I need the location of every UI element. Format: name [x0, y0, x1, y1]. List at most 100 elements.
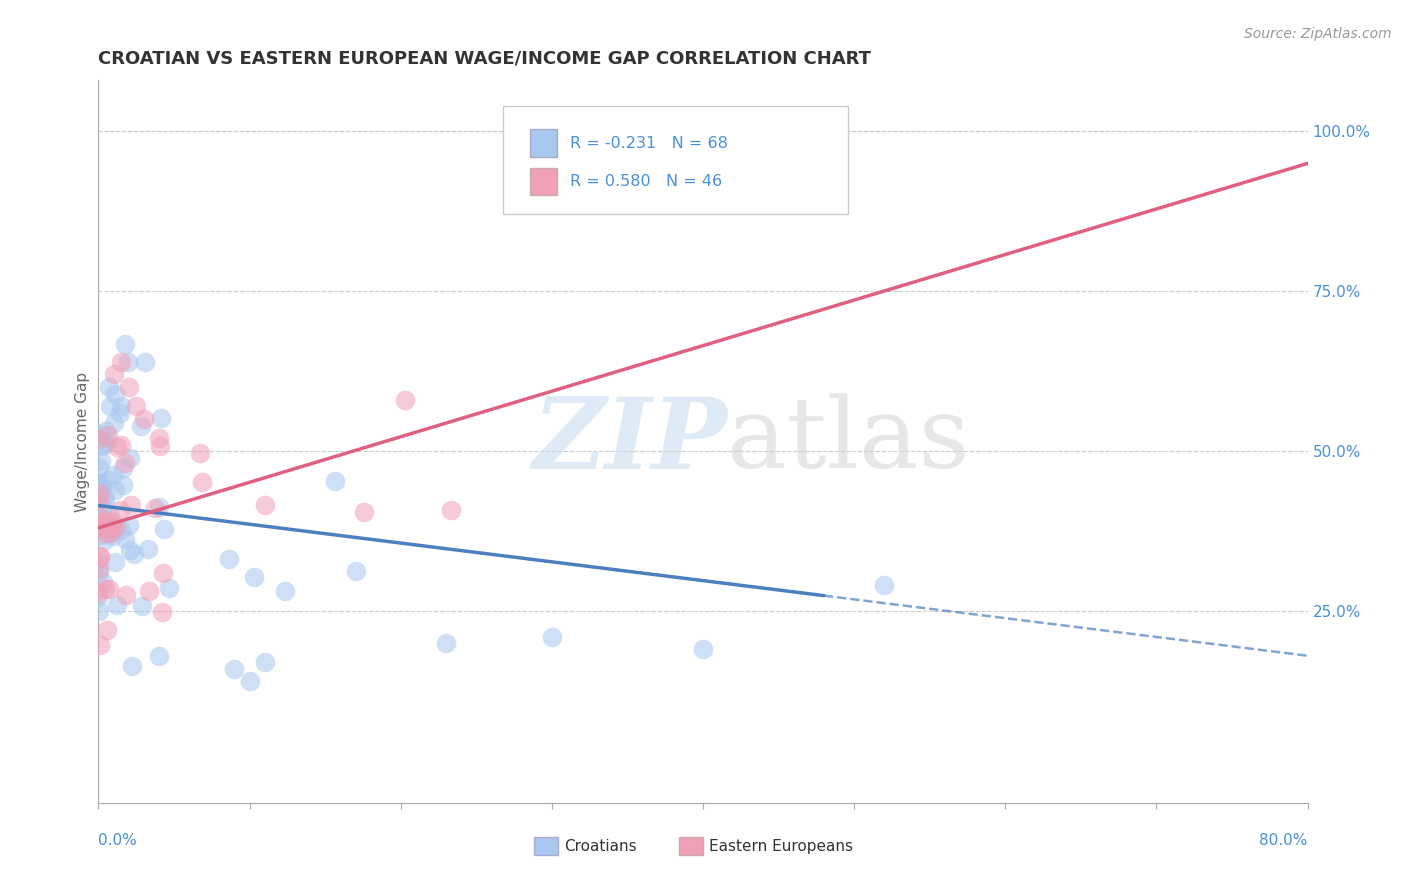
- Point: [323, 474, 346, 488]
- Point: [117, 355, 139, 369]
- Text: CROATIAN VS EASTERN EUROPEAN WAGE/INCOME GAP CORRELATION CHART: CROATIAN VS EASTERN EUROPEAN WAGE/INCOME…: [98, 50, 872, 68]
- Point: [87, 518, 110, 533]
- Point: [108, 406, 131, 420]
- Point: [89, 427, 111, 442]
- Point: [239, 674, 262, 689]
- Point: [87, 521, 110, 535]
- Point: [111, 460, 134, 475]
- Point: [87, 461, 110, 475]
- Text: Eastern Europeans: Eastern Europeans: [709, 838, 853, 854]
- Point: [152, 566, 174, 580]
- Point: [114, 336, 136, 351]
- Point: [87, 590, 110, 604]
- Point: [692, 642, 714, 657]
- Point: [94, 525, 117, 540]
- Point: [94, 516, 117, 531]
- Point: [91, 480, 114, 494]
- Point: [110, 399, 132, 413]
- Point: [143, 501, 166, 516]
- Point: [87, 516, 110, 530]
- Point: [87, 432, 110, 446]
- Point: [120, 451, 142, 466]
- Point: [150, 605, 173, 619]
- Point: [97, 474, 120, 488]
- Point: [98, 508, 121, 522]
- Point: [148, 500, 170, 515]
- Point: [434, 636, 457, 650]
- Point: [115, 588, 138, 602]
- Point: [148, 648, 170, 663]
- Point: [94, 493, 117, 508]
- Point: [94, 582, 117, 596]
- Point: [148, 431, 170, 445]
- Point: [101, 514, 124, 528]
- FancyBboxPatch shape: [530, 168, 557, 195]
- Point: [191, 475, 214, 490]
- Point: [344, 565, 367, 579]
- Point: [243, 570, 266, 584]
- Point: [149, 439, 172, 453]
- Text: Croatians: Croatians: [564, 838, 637, 854]
- Point: [114, 532, 136, 546]
- Point: [103, 483, 125, 497]
- Point: [110, 354, 132, 368]
- Point: [218, 551, 240, 566]
- FancyBboxPatch shape: [534, 837, 558, 855]
- Point: [90, 528, 112, 542]
- Point: [114, 456, 136, 470]
- Point: [89, 549, 111, 563]
- Point: [94, 533, 117, 548]
- Point: [105, 520, 128, 534]
- Point: [108, 503, 131, 517]
- Point: [87, 586, 110, 600]
- Point: [253, 655, 276, 669]
- Point: [100, 525, 122, 540]
- Point: [353, 505, 375, 519]
- Point: [149, 410, 172, 425]
- Point: [87, 604, 110, 618]
- Point: [129, 418, 152, 433]
- Point: [125, 400, 148, 414]
- Point: [121, 659, 143, 673]
- Point: [96, 514, 118, 528]
- Point: [118, 380, 141, 394]
- Point: [89, 486, 111, 500]
- Point: [87, 475, 110, 489]
- Point: [138, 584, 160, 599]
- Point: [224, 661, 246, 675]
- Point: [103, 417, 125, 431]
- Point: [89, 485, 111, 500]
- Point: [118, 518, 141, 533]
- Point: [90, 512, 112, 526]
- Point: [87, 555, 110, 569]
- Point: [97, 380, 120, 394]
- Point: [87, 566, 110, 580]
- Point: [111, 478, 134, 492]
- FancyBboxPatch shape: [679, 837, 703, 855]
- Point: [94, 435, 117, 450]
- Point: [152, 522, 174, 536]
- Point: [394, 393, 416, 408]
- Point: [89, 549, 111, 564]
- Point: [91, 500, 114, 515]
- Point: [122, 548, 145, 562]
- Point: [101, 467, 124, 482]
- Point: [131, 599, 153, 613]
- Point: [93, 437, 115, 451]
- Point: [100, 525, 122, 540]
- Text: Source: ZipAtlas.com: Source: ZipAtlas.com: [1244, 27, 1392, 41]
- Text: atlas: atlas: [727, 393, 970, 490]
- Point: [120, 498, 142, 512]
- Text: R = 0.580   N = 46: R = 0.580 N = 46: [569, 174, 723, 189]
- Point: [94, 490, 117, 504]
- Point: [105, 598, 128, 612]
- FancyBboxPatch shape: [530, 129, 557, 157]
- Point: [188, 445, 211, 459]
- Point: [89, 491, 111, 506]
- Point: [96, 623, 118, 637]
- Text: 80.0%: 80.0%: [1260, 833, 1308, 848]
- Point: [97, 428, 120, 442]
- Point: [157, 581, 180, 595]
- Point: [274, 583, 297, 598]
- Point: [98, 400, 121, 414]
